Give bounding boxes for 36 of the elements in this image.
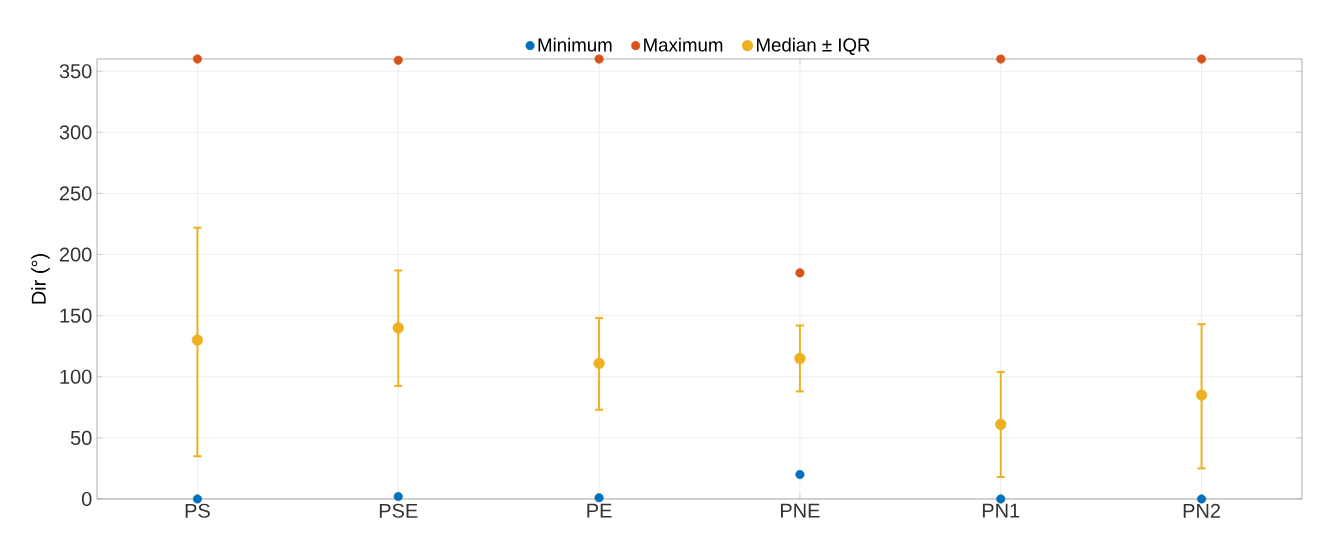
y-tick-label: 150 [60,308,92,323]
legend-label: Median ± IQR [757,37,870,55]
legend-label: Maximum [644,37,723,52]
point [795,470,805,480]
x-tick-label: PE [587,503,612,518]
y-tick-label: 0 [81,491,92,507]
x-tick-label: PSE [379,503,418,518]
x-tick-label: PNE [780,503,820,518]
y-axis-title: Dir (°) [31,254,50,304]
point [794,352,806,365]
y-tick-label: 300 [59,125,92,140]
point [996,494,1006,504]
y-tick-label: 100 [60,369,92,384]
point [995,418,1007,431]
point [795,268,805,278]
y-tick-label: 350 [59,64,92,79]
point [1197,494,1207,504]
point [594,493,604,503]
point [1195,389,1208,401]
point [392,322,404,334]
point [996,54,1006,64]
x-tick-label: PS [185,503,210,518]
legend-label: Minimum [538,37,612,52]
point [393,492,403,502]
y-tick-label: 50 [70,430,92,445]
point [192,494,202,504]
point [393,55,403,65]
x-tick-label: PN2 [1183,503,1221,518]
point [1197,54,1207,64]
x-tick-label: PN1 [982,503,1020,518]
y-tick-label: 250 [59,186,92,201]
point [192,54,202,64]
point [594,54,604,64]
point [593,357,605,369]
point [191,334,204,346]
y-tick-label: 200 [59,247,92,262]
